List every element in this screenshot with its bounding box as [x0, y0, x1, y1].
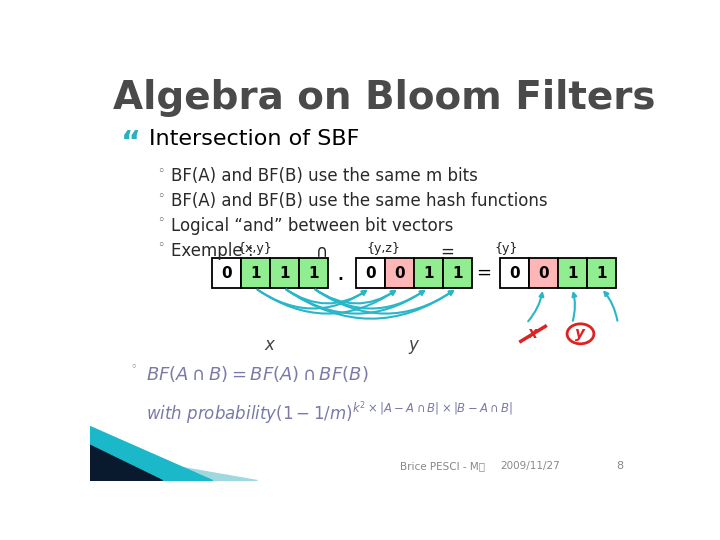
Text: 1: 1 — [452, 266, 462, 281]
Text: Algebra on Bloom Filters: Algebra on Bloom Filters — [114, 79, 656, 117]
Text: ∩: ∩ — [315, 242, 328, 260]
Text: 8: 8 — [616, 462, 623, 471]
Text: Intersection of SBF: Intersection of SBF — [148, 129, 359, 149]
Text: 0: 0 — [365, 266, 375, 281]
Text: BF(A) and BF(B) use the same m bits: BF(A) and BF(B) use the same m bits — [171, 167, 478, 185]
Text: {x,y}: {x,y} — [237, 242, 272, 255]
Text: 1: 1 — [279, 266, 289, 281]
Text: {y,z}: {y,z} — [366, 242, 400, 255]
Bar — [270, 258, 299, 288]
Text: ◦: ◦ — [157, 190, 164, 202]
Text: ◦: ◦ — [157, 214, 164, 227]
Bar — [240, 258, 270, 288]
Text: Logical “and” between bit vectors: Logical “and” between bit vectors — [171, 217, 454, 234]
Polygon shape — [90, 446, 163, 481]
Text: y: y — [409, 336, 418, 354]
Bar — [413, 258, 443, 288]
Text: Exemple :: Exemple : — [171, 241, 253, 260]
Bar — [500, 258, 528, 288]
Polygon shape — [90, 451, 258, 481]
Text: 1: 1 — [423, 266, 433, 281]
Text: y: y — [575, 326, 585, 341]
Text: 0: 0 — [221, 266, 231, 281]
Text: 1: 1 — [308, 266, 318, 281]
Bar — [557, 258, 587, 288]
Text: 1: 1 — [250, 266, 261, 281]
Text: BF(A) and BF(B) use the same hash functions: BF(A) and BF(B) use the same hash functi… — [171, 192, 547, 210]
Text: ◦: ◦ — [157, 239, 164, 252]
Text: with probability$(1 - 1/m)^{k^2 \times |A - A\cap B| \times |B - A\cap B|}$: with probability$(1 - 1/m)^{k^2 \times |… — [145, 400, 513, 427]
Text: x: x — [528, 326, 538, 341]
Bar — [587, 258, 616, 288]
Text: $BF(A \cap B) = BF(A) \cap BF(B)$: $BF(A \cap B) = BF(A) \cap BF(B)$ — [145, 364, 368, 384]
Polygon shape — [90, 427, 213, 481]
Text: =: = — [477, 264, 492, 282]
Text: 0: 0 — [538, 266, 549, 281]
Bar — [356, 258, 384, 288]
Text: 2009/11/27: 2009/11/27 — [500, 462, 560, 471]
Bar — [528, 258, 557, 288]
Text: {y}: {y} — [494, 242, 518, 255]
Text: .: . — [336, 261, 344, 285]
Text: =: = — [441, 242, 454, 260]
Text: “: “ — [121, 129, 140, 158]
Text: 1: 1 — [567, 266, 577, 281]
Bar — [212, 258, 240, 288]
Text: 0: 0 — [394, 266, 405, 281]
Text: ◦: ◦ — [130, 362, 137, 372]
Text: ◦: ◦ — [157, 165, 164, 178]
Text: 1: 1 — [596, 266, 606, 281]
Text: Brice PESCI - M輸: Brice PESCI - M輸 — [400, 462, 485, 471]
Bar — [443, 258, 472, 288]
Bar — [299, 258, 328, 288]
Text: x: x — [265, 336, 274, 354]
Bar — [384, 258, 414, 288]
Text: 0: 0 — [509, 266, 519, 281]
